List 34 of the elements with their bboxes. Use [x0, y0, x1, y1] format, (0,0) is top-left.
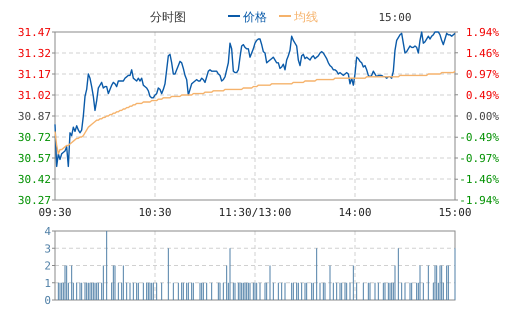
x-tick-label: 14:00	[338, 206, 372, 219]
y-tick-label: 4	[44, 225, 52, 238]
y-tick-label: 30.72	[18, 131, 51, 144]
y-tick-label: 30.57	[18, 152, 51, 165]
y-tick-label: 31.17	[18, 68, 51, 81]
y2-tick-label: 1.94%	[466, 26, 500, 39]
line-series	[54, 31, 456, 168]
y-tick-label: 30.87	[18, 110, 51, 123]
y-tick-label: 1	[44, 276, 51, 290]
x-tick-label: 11:30/13:00	[218, 206, 292, 219]
y-tick-label: 3	[44, 242, 51, 256]
y-tick-label: 2	[44, 260, 51, 272]
legend-label: 价格	[242, 10, 267, 24]
x-tick-label: 10:30	[138, 206, 172, 219]
y-tick-label: 31.32	[18, 47, 51, 60]
y-tick-label: 31.02	[18, 89, 51, 102]
y2-tick-label: 0.49%	[466, 88, 500, 102]
y-tick-label: 30.42	[18, 173, 51, 186]
y2-tick-label: -0.97%	[459, 152, 500, 165]
y2-tick-label: -1.94%	[459, 194, 500, 207]
y2-tick-label: 0.00%	[466, 110, 500, 123]
y-tick-label: 31.47	[18, 26, 51, 39]
x-tick-label: 15:00	[438, 206, 472, 219]
y-tick-label: 30.27	[18, 194, 51, 207]
y2-tick-label: 1.46%	[466, 46, 500, 60]
y2-tick-label: 0.97%	[466, 68, 500, 81]
chart-title: 分时图	[150, 10, 186, 24]
x-tick-label: 09:30	[38, 206, 72, 219]
y2-tick-label: -1.46%	[459, 173, 500, 186]
line-series	[54, 70, 456, 154]
legend-label: 均线	[293, 10, 318, 24]
y-tick-label: 0	[44, 294, 51, 307]
text: 15:00	[378, 11, 412, 24]
y2-tick-label: -0.49%	[459, 131, 500, 144]
